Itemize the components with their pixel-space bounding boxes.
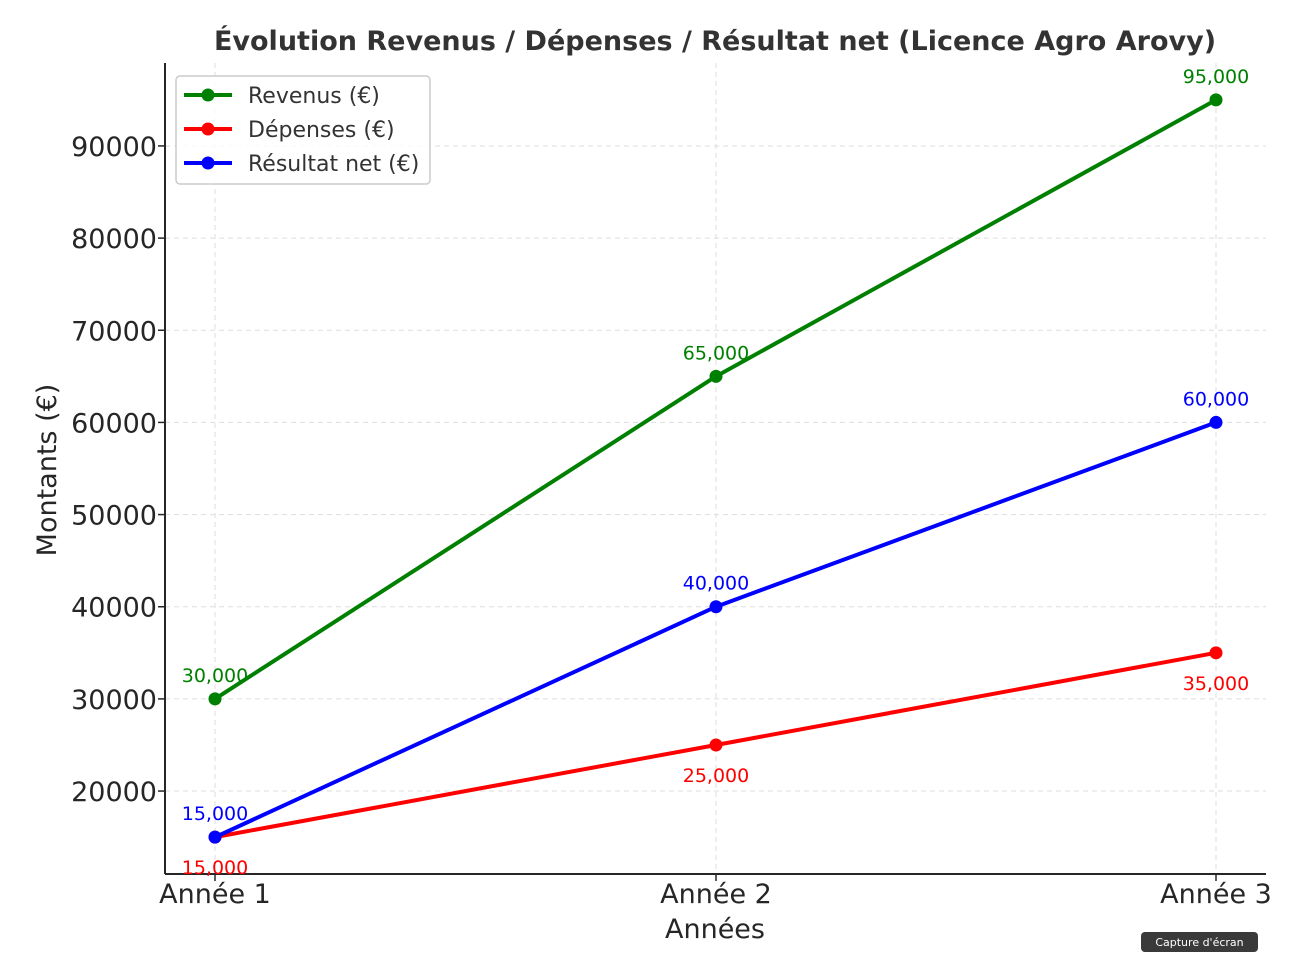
y-tick-label: 70000 — [71, 316, 157, 347]
data-label: 65,000 — [683, 342, 749, 364]
data-label: 15,000 — [182, 803, 248, 825]
x-tick-label: Année 3 — [1160, 879, 1272, 910]
data-point — [208, 830, 222, 844]
legend-marker — [201, 156, 215, 170]
legend: Revenus (€) Dépenses (€) Résultat net (€) — [175, 75, 431, 185]
legend-label: Dépenses (€) — [248, 118, 395, 143]
y-axis-label: Montants (€) — [32, 384, 63, 557]
x-tick-label: Année 2 — [660, 879, 772, 910]
data-label: 15,000 — [182, 857, 248, 879]
series-layer: 30,000 65,000 95,000 15,000 25,000 35,000 15,0… — [182, 66, 1249, 879]
y-tick-label: 30000 — [71, 685, 157, 716]
data-point — [1209, 93, 1223, 107]
legend-box — [175, 75, 431, 185]
x-axis-label: Années — [665, 914, 765, 945]
chart-title: Évolution Revenus / Dépenses / Résultat … — [214, 25, 1216, 57]
data-label: 25,000 — [683, 765, 749, 787]
data-label: 35,000 — [1183, 673, 1249, 695]
legend-marker — [201, 88, 215, 102]
data-point — [709, 738, 723, 752]
legend-label: Résultat net (€) — [248, 152, 419, 177]
data-label: 60,000 — [1183, 388, 1249, 410]
data-point — [709, 600, 723, 614]
data-point — [1209, 646, 1223, 660]
screenshot-badge[interactable]: Capture d'écran — [1141, 932, 1258, 952]
y-tick-label: 50000 — [71, 501, 157, 532]
y-tick-label: 80000 — [71, 224, 157, 255]
y-tick-label: 20000 — [71, 777, 157, 808]
grid-lines — [165, 63, 1266, 874]
data-label: 40,000 — [683, 573, 749, 595]
y-tick-label: 60000 — [71, 408, 157, 439]
data-point — [709, 369, 723, 383]
data-point — [208, 692, 222, 706]
legend-marker — [201, 122, 215, 136]
legend-label: Revenus (€) — [248, 84, 380, 109]
data-point — [1209, 415, 1223, 429]
x-tick-label: Année 1 — [159, 879, 271, 910]
y-tick-label: 40000 — [71, 593, 157, 624]
data-label: 30,000 — [182, 665, 248, 687]
axes — [158, 63, 1266, 881]
data-label: 95,000 — [1183, 66, 1249, 88]
tick-labels: 20000 30000 40000 50000 60000 70000 80000 90000… — [71, 132, 1272, 910]
y-tick-label: 90000 — [71, 132, 157, 163]
